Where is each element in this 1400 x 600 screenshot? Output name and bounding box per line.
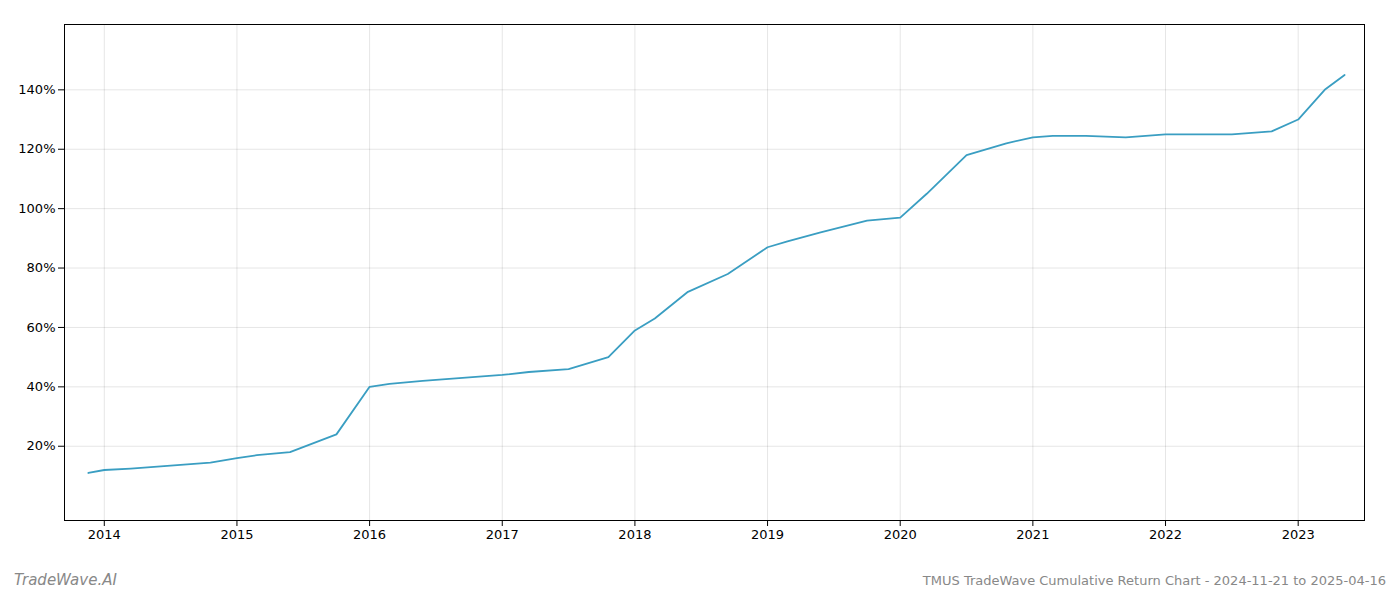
svg-text:2014: 2014 xyxy=(88,527,121,542)
svg-text:60%: 60% xyxy=(27,320,56,335)
svg-text:20%: 20% xyxy=(27,438,56,453)
svg-text:2020: 2020 xyxy=(884,527,917,542)
svg-text:2021: 2021 xyxy=(1016,527,1049,542)
svg-text:100%: 100% xyxy=(18,201,55,216)
svg-text:40%: 40% xyxy=(27,379,56,394)
html-text:TMUS TradeWave Cumulative Retu: TMUS TradeWave Cumulative Return Chart -… xyxy=(922,572,1386,588)
svg-text:2022: 2022 xyxy=(1149,527,1182,542)
svg-text:2019: 2019 xyxy=(751,527,784,542)
svg-text:120%: 120% xyxy=(18,141,55,156)
html-text:TradeWave.AI: TradeWave.AI xyxy=(14,571,117,589)
svg-text:2017: 2017 xyxy=(486,527,519,542)
svg-text:2018: 2018 xyxy=(618,527,651,542)
svg-text:140%: 140% xyxy=(18,82,55,97)
svg-text:80%: 80% xyxy=(27,260,56,275)
svg-text:2016: 2016 xyxy=(353,527,386,542)
svg-text:2023: 2023 xyxy=(1282,527,1315,542)
svg-text:2015: 2015 xyxy=(220,527,253,542)
